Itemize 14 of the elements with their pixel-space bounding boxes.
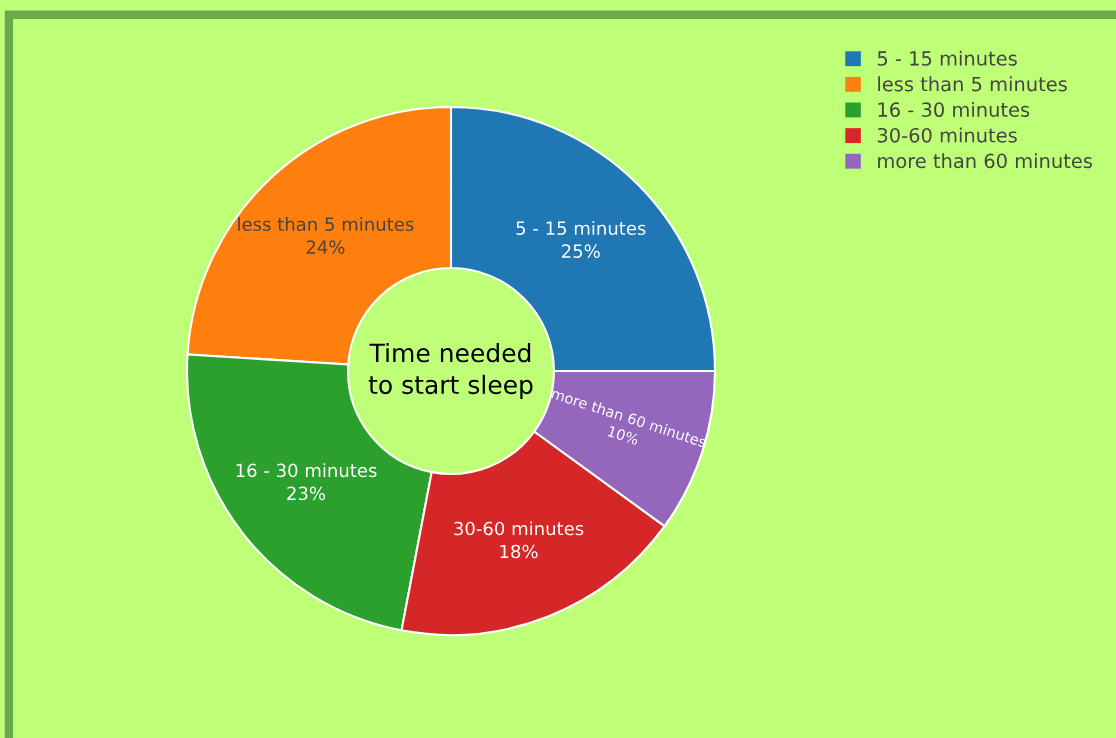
- legend-label: less than 5 minutes: [878, 76, 1067, 92]
- data-label: 18%: [500, 544, 538, 559]
- slice-label: 30-60 minutes: [454, 521, 584, 536]
- slice-label: 16 - 30 minutes: [236, 463, 377, 478]
- slice-label: less than 5 minutes: [238, 217, 414, 232]
- text: Time needed to start sleep: [368, 343, 533, 399]
- legend-label: 16 - 30 minutes: [878, 101, 1030, 118]
- legend-label: more than 60 minutes: [878, 153, 1092, 169]
- legend-label: 5 - 15 minutes: [877, 50, 1017, 66]
- slice-label: 5 - 15 minutes: [516, 221, 646, 236]
- data-label: 25%: [562, 244, 600, 258]
- data-label: 24%: [306, 240, 345, 254]
- data-label: 23%: [287, 486, 326, 501]
- legend-label: 30-60 minutes: [877, 127, 1017, 143]
